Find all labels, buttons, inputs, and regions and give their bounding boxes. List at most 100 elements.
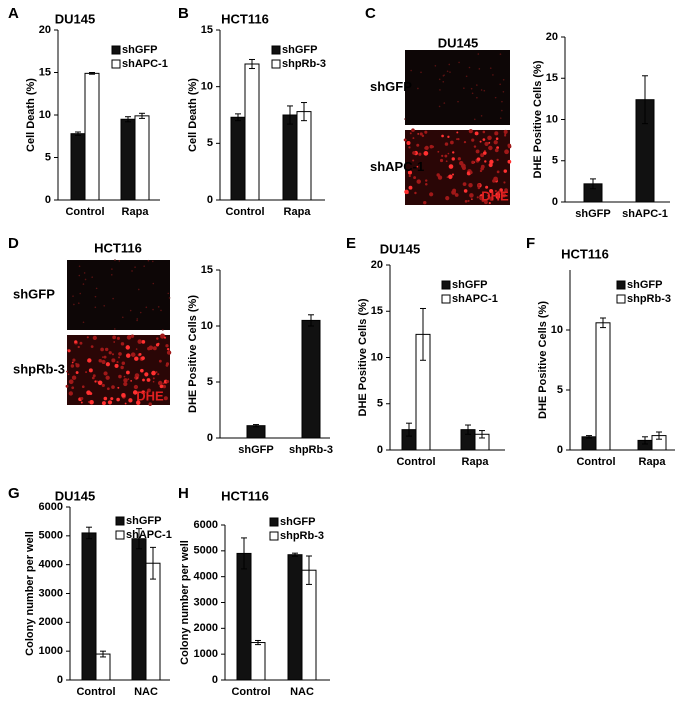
cell-signal	[457, 138, 460, 141]
cell-signal	[434, 64, 437, 67]
cell-signal	[155, 371, 158, 374]
cell-signal	[469, 193, 474, 198]
cell-signal	[493, 176, 498, 182]
cell-signal	[451, 157, 455, 161]
cell-signal	[483, 89, 486, 92]
row-label: shpRb-3	[13, 361, 65, 376]
cell-signal	[152, 346, 157, 351]
cell-signal	[165, 344, 169, 348]
cell-signal	[450, 140, 454, 145]
y-axis-label: DHE Positive Cells (%)	[532, 60, 544, 178]
y-tick-label: 4000	[194, 571, 218, 583]
cell-signal	[423, 200, 427, 205]
cell-signal	[494, 148, 499, 153]
y-tick-label: 5	[557, 384, 563, 396]
legend-label: shGFP	[126, 515, 161, 527]
cell-signal	[477, 183, 481, 187]
cell-signal	[503, 129, 508, 134]
cell-signal	[112, 335, 116, 340]
cell-signal	[493, 140, 498, 145]
y-tick-label: 3000	[39, 587, 63, 599]
cell-signal	[499, 53, 502, 55]
y-tick-label: 10	[371, 351, 383, 363]
cell-signal	[105, 375, 110, 380]
x-tick-label: NAC	[290, 686, 314, 698]
y-tick-label: 20	[39, 24, 51, 36]
bar	[244, 63, 260, 201]
cell-signal	[87, 400, 90, 403]
row-label: shAPC-1	[370, 159, 424, 174]
cell-signal	[105, 362, 110, 367]
bar	[131, 538, 147, 681]
cell-signal	[496, 146, 500, 150]
x-tick-label: shGFP	[575, 208, 610, 220]
cell-signal	[81, 385, 85, 389]
panel-letter: C	[365, 5, 376, 22]
cell-signal	[439, 89, 441, 91]
y-tick-label: 5000	[194, 545, 218, 557]
micrograph	[405, 50, 510, 125]
cell-signal	[130, 380, 133, 382]
cell-signal	[71, 375, 77, 380]
chart-title: DU145	[55, 11, 95, 26]
y-tick-label: 5000	[39, 530, 63, 542]
legend-swatch	[115, 530, 125, 540]
x-tick-label: Rapa	[462, 456, 490, 468]
bar	[296, 111, 312, 201]
x-tick-label: shAPC-1	[622, 208, 668, 220]
cell-signal	[118, 356, 121, 359]
cell-signal	[481, 198, 485, 203]
legend-swatch	[115, 516, 125, 526]
cell-signal	[94, 295, 97, 298]
panel-letter: D	[8, 235, 19, 252]
image-title: DU145	[438, 35, 478, 50]
cell-signal	[485, 185, 489, 189]
cell-signal	[488, 202, 491, 205]
cell-signal	[468, 66, 471, 69]
cell-signal	[443, 102, 446, 104]
cell-signal	[501, 100, 503, 103]
cell-signal	[166, 350, 172, 355]
cell-signal	[412, 159, 415, 162]
cell-signal	[484, 141, 489, 147]
cell-signal	[488, 162, 493, 168]
cell-signal	[483, 200, 488, 205]
cell-signal	[123, 378, 128, 383]
cell-signal	[476, 96, 478, 99]
cell-signal	[504, 188, 508, 192]
cell-signal	[406, 140, 411, 145]
cell-signal	[134, 376, 137, 379]
cell-signal	[457, 100, 459, 103]
cell-signal	[136, 318, 139, 320]
cell-signal	[103, 355, 107, 359]
cell-signal	[94, 380, 97, 383]
legend-label: shAPC-1	[126, 529, 172, 541]
cell-signal	[88, 368, 93, 373]
cell-signal	[100, 347, 104, 352]
image-title: HCT116	[94, 240, 142, 255]
panel-letter: A	[8, 5, 19, 22]
cell-signal	[68, 391, 74, 396]
cell-signal	[94, 306, 97, 309]
cell-signal	[71, 361, 74, 364]
cell-signal	[463, 140, 467, 144]
cell-signal	[133, 384, 139, 390]
cell-signal	[104, 347, 109, 352]
cell-signal	[465, 75, 468, 78]
cell-signal	[91, 376, 95, 380]
cell-signal	[151, 260, 154, 263]
y-tick-label: 5	[207, 376, 213, 388]
cell-signal	[421, 134, 425, 138]
x-tick-label: Control	[65, 206, 104, 218]
cell-signal	[124, 402, 127, 405]
cell-signal	[168, 297, 171, 299]
cell-signal	[91, 276, 93, 278]
cell-signal	[120, 365, 124, 370]
y-tick-label: 5	[45, 151, 51, 163]
cell-signal	[495, 137, 499, 140]
cell-signal	[73, 303, 75, 306]
legend-swatch	[269, 517, 279, 527]
bar	[70, 133, 86, 201]
cell-signal	[471, 138, 475, 142]
